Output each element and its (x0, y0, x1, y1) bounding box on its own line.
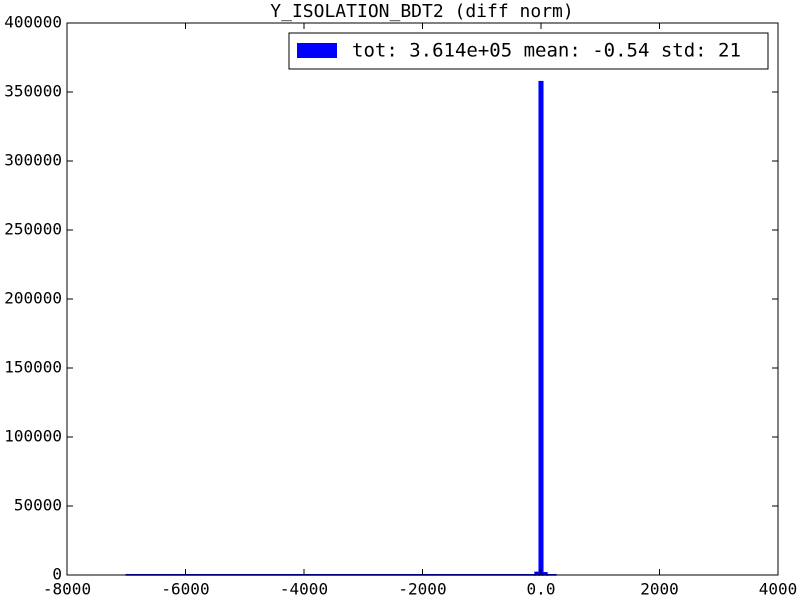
chart-title: Y_ISOLATION_BDT2 (diff norm) (270, 1, 573, 22)
y-tick-label: 50000 (14, 496, 62, 515)
x-tick-label: -8000 (43, 580, 91, 599)
legend-label: tot: 3.614e+05 mean: -0.54 std: 21 (352, 40, 741, 62)
y-tick-label: 200000 (4, 289, 62, 308)
legend-box (288, 32, 769, 70)
legend-swatch (297, 43, 337, 58)
y-tick-label: 150000 (4, 358, 62, 377)
y-tick-label: 400000 (4, 13, 62, 32)
y-tick-label: 350000 (4, 82, 62, 101)
y-tick-label: 250000 (4, 220, 62, 239)
x-tick-label: -6000 (161, 580, 209, 599)
y-tick-label: 0 (52, 565, 62, 584)
x-tick-label: -4000 (280, 580, 328, 599)
y-tick-label: 100000 (4, 427, 62, 446)
x-tick-label: -2000 (398, 580, 446, 599)
x-tick-label: 4000 (759, 580, 798, 599)
histogram-bar (538, 80, 544, 576)
x-tick-label: 2000 (640, 580, 679, 599)
x-tick-label: 0.0 (527, 580, 556, 599)
y-tick-label: 300000 (4, 151, 62, 170)
